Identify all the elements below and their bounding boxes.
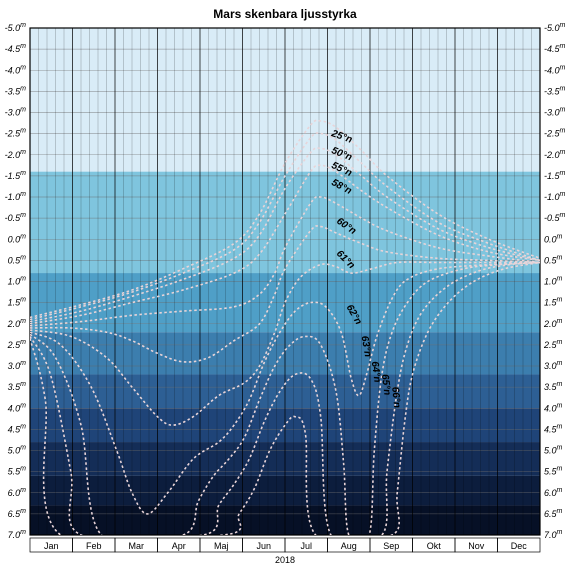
ytick-right: 2.5m [543, 339, 563, 350]
ytick-right: 6.5m [544, 508, 563, 519]
ytick-left: 5.5m [8, 466, 27, 477]
ytick-right: 0.0m [544, 233, 563, 244]
ytick-right: 5.5m [544, 466, 563, 477]
month-label: Aug [341, 541, 357, 551]
month-label: Sep [383, 541, 399, 551]
month-label: Jan [44, 541, 59, 551]
ytick-right: 3.5m [544, 381, 563, 392]
ytick-right: 6.0m [544, 487, 563, 498]
month-label: Feb [86, 541, 102, 551]
ytick-left: 2.5m [7, 339, 27, 350]
ytick-right: -5.0m [544, 22, 566, 33]
month-label: Jun [256, 541, 271, 551]
ytick-right: 4.0m [544, 402, 563, 413]
ytick-left: -2.5m [5, 128, 27, 139]
ytick-right: -4.0m [544, 64, 566, 75]
ytick-left: -1.0m [5, 191, 27, 202]
ytick-right: 3.0m [544, 360, 563, 371]
ytick-right: -2.5m [544, 128, 566, 139]
ytick-left: -5.0m [5, 22, 27, 33]
month-label: Maj [214, 541, 229, 551]
ytick-right: 1.5m [544, 297, 563, 308]
ytick-left: 4.5m [8, 423, 27, 434]
ytick-right: -4.5m [544, 43, 566, 54]
chart-title: Mars skenbara ljusstyrka [213, 7, 357, 21]
ytick-right: -0.5m [544, 212, 566, 223]
month-label: Apr [172, 541, 186, 551]
chart-container: -5.0m -5.0m -4.5m -4.5m -4.0m -4.0m -3.5m -3.5m… [0, 0, 570, 570]
ytick-right: 2.0m [543, 318, 563, 329]
ytick-left: -1.5m [5, 170, 27, 181]
ytick-right: 5.0m [544, 445, 563, 456]
ytick-left: 6.0m [8, 487, 27, 498]
ytick-right: -3.5m [544, 85, 566, 96]
month-label: Nov [468, 541, 485, 551]
ytick-left: -4.0m [5, 64, 27, 75]
ytick-left: 3.5m [8, 381, 27, 392]
month-label: Mar [129, 541, 145, 551]
ytick-right: 7.0m [544, 529, 563, 540]
month-label: Jul [300, 541, 312, 551]
ytick-right: -1.5m [544, 170, 566, 181]
chart-svg: -5.0m -5.0m -4.5m -4.5m -4.0m -4.0m -3.5m -3.5m… [0, 0, 570, 570]
year-label: 2018 [275, 555, 295, 565]
ytick-right: -3.0m [544, 107, 566, 118]
ytick-left: 7.0m [8, 529, 27, 540]
ytick-right: 0.5m [544, 254, 563, 265]
curve-label: 66°n [389, 386, 402, 408]
ytick-left: 6.5m [8, 508, 27, 519]
ytick-left: 1.5m [8, 297, 27, 308]
ytick-left: -4.5m [5, 43, 27, 54]
ytick-left: 0.0m [8, 233, 27, 244]
month-label: Dec [511, 541, 528, 551]
ytick-right: 4.5m [544, 423, 563, 434]
ytick-left: 1.0m [8, 276, 27, 287]
ytick-right: -2.0m [544, 149, 566, 160]
ytick-left: 2.0m [7, 318, 27, 329]
ytick-left: -2.0m [5, 149, 27, 160]
ytick-left: -0.5m [5, 212, 27, 223]
month-label: Okt [427, 541, 442, 551]
ytick-left: 5.0m [8, 445, 27, 456]
ytick-left: -3.5m [5, 85, 27, 96]
ytick-right: 1.0m [544, 276, 563, 287]
ytick-right: -1.0m [544, 191, 566, 202]
ytick-left: 3.0m [8, 360, 27, 371]
ytick-left: 4.0m [8, 402, 27, 413]
ytick-left: -3.0m [5, 107, 27, 118]
ytick-left: 0.5m [8, 254, 27, 265]
